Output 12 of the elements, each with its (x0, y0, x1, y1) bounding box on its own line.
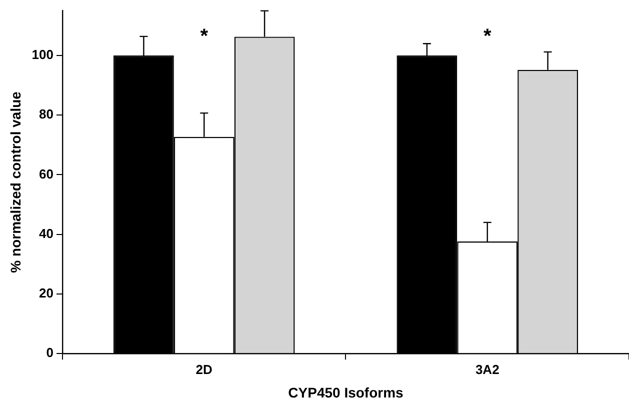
y-tick-label: 0 (46, 345, 54, 360)
y-tick-label: 20 (39, 286, 54, 301)
annotation: * (200, 25, 208, 48)
x-tick-label: 2D (196, 362, 212, 377)
y-axis-title: % normalized control value (7, 91, 24, 273)
annotation: * (483, 25, 492, 48)
x-tick-label: 3A2 (475, 362, 500, 377)
y-tick-label: 80 (39, 106, 54, 122)
y-tick-label: 60 (39, 166, 54, 182)
x-axis-title: CYP450 Isoforms (288, 384, 404, 400)
y-tick-label: 100 (32, 47, 54, 62)
y-tick-label: 40 (39, 226, 54, 241)
